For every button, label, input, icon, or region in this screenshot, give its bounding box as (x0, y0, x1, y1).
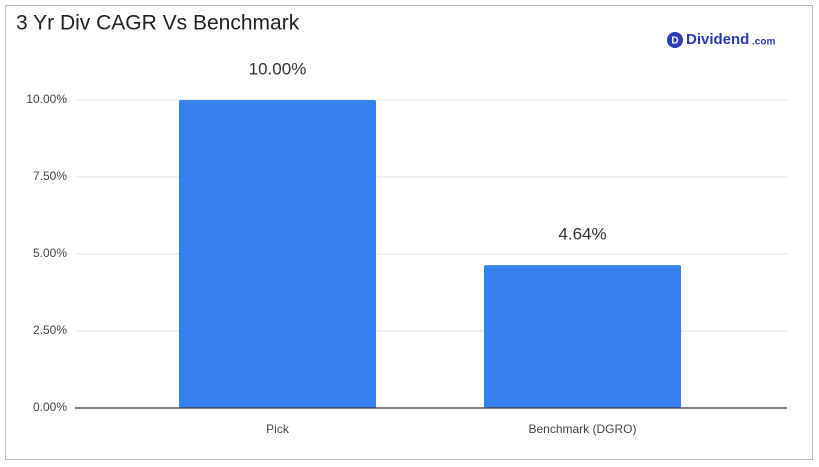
y-tick-label: 10.00% (26, 92, 67, 106)
logo-suffix: .com (752, 37, 775, 48)
chart-title: 3 Yr Div CAGR Vs Benchmark (16, 12, 300, 35)
logo-icon-bg (667, 32, 683, 48)
x-tick-label: Benchmark (DGRO) (528, 422, 636, 436)
y-tick-label: 7.50% (33, 169, 67, 183)
chart-border (5, 5, 813, 460)
x-tick-label: Pick (266, 422, 290, 436)
y-tick-label: 0.00% (33, 400, 67, 414)
logo-name: Dividend (686, 31, 749, 48)
y-tick-label: 5.00% (33, 246, 67, 260)
bar (178, 100, 377, 408)
value-label: 4.64% (558, 225, 606, 244)
value-label: 10.00% (249, 59, 307, 78)
bar (483, 265, 682, 408)
y-tick-label: 2.50% (33, 323, 67, 337)
logo-icon: D (671, 36, 678, 47)
